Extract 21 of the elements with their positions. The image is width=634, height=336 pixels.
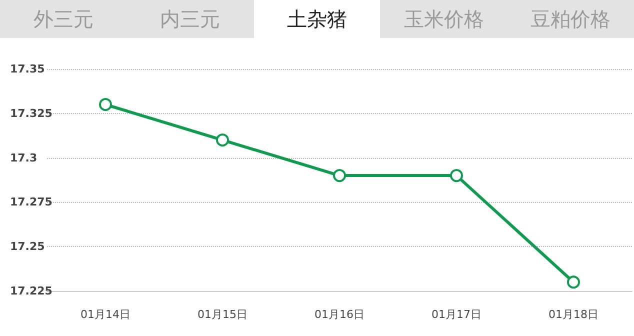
x-tick-label: 01月16日 [314,308,364,321]
text: 外三元 [32,6,94,33]
x-tick-label: 01月18日 [548,308,598,321]
point [333,169,346,182]
point [567,276,580,289]
point [216,134,229,147]
y-tick-label: 17.25 [10,240,45,254]
text: 豆粕价格 [530,6,612,33]
chart-title: 土杂猪 [254,0,380,38]
y-tick-label: 17.3 [10,151,38,164]
x-tick-label: 01月17日 [432,308,482,321]
y-tick-label: 17.225 [10,284,52,298]
point [99,98,112,112]
x-tick-label: 01月15日 [198,308,248,321]
y-tick-label: 17.275 [10,196,52,209]
text: 内三元 [159,6,222,33]
x-tick-label: 01月14日 [80,308,130,321]
y-tick-label: 17.325 [10,106,52,120]
point [450,169,463,182]
y-tick-label: 17.35 [10,62,45,76]
text: 玉米价格 [402,6,485,33]
